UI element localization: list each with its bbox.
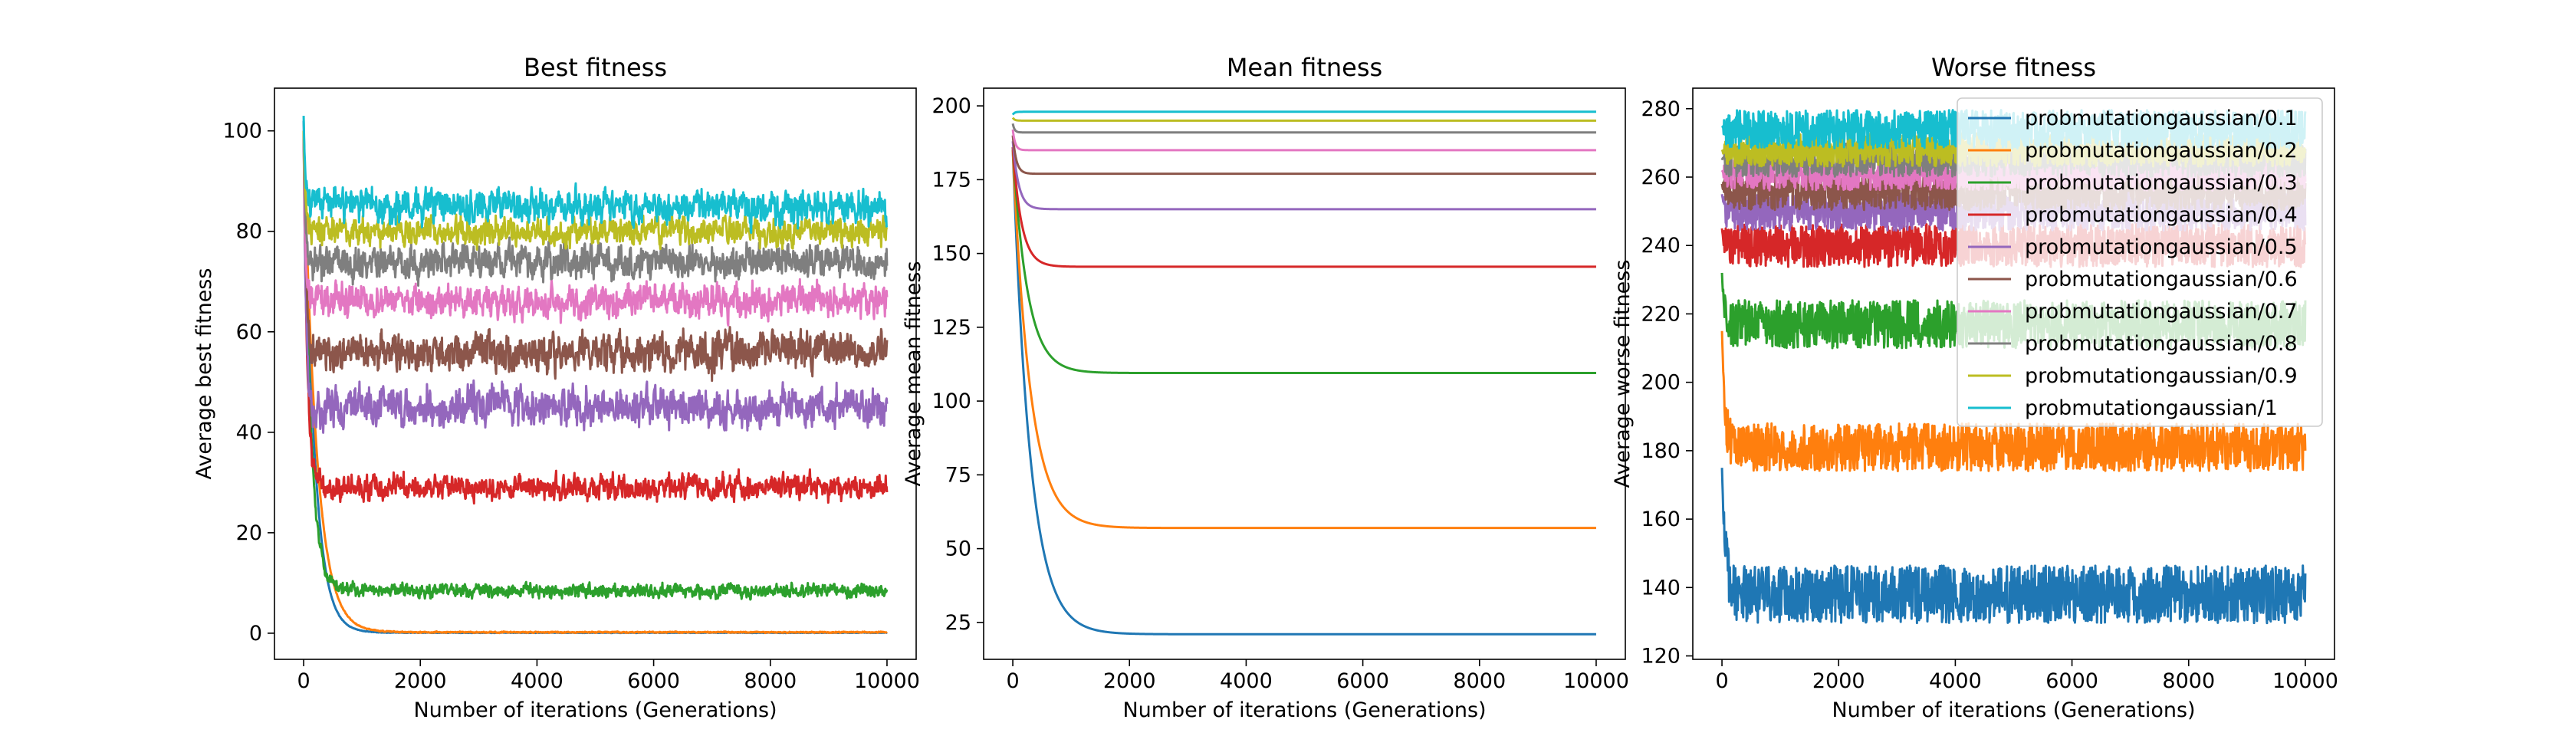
legend-entry: probmutationgaussian/0.6 bbox=[2025, 268, 2298, 291]
series-line-4 bbox=[1011, 146, 1597, 268]
y-tick-label: 140 bbox=[1641, 576, 1681, 600]
axes-frame bbox=[983, 87, 1626, 660]
axes-frame bbox=[274, 87, 917, 660]
x-tick-label: 4000 bbox=[1220, 669, 1273, 693]
y-tick-label: 125 bbox=[932, 316, 971, 340]
x-tick-label: 4000 bbox=[1929, 669, 1982, 693]
y-tick-label: 50 bbox=[945, 537, 971, 561]
chart-panel-1: 0 2000 4000 6000 8000 10000 0 20 40 60 80 100 Best f… bbox=[192, 53, 920, 722]
x-axis-label: Number of iterations (Generations) bbox=[1122, 698, 1486, 722]
y-axis-label: Average best fitness bbox=[192, 268, 216, 480]
series-line-1 bbox=[1720, 468, 2307, 625]
series-line-5 bbox=[1011, 141, 1597, 211]
series-line-4 bbox=[302, 130, 889, 505]
series-line-8 bbox=[1011, 123, 1597, 134]
legend-entry: probmutationgaussian/0.5 bbox=[2025, 235, 2298, 259]
y-tick-label: 100 bbox=[932, 389, 971, 413]
chart-panel-3: 0 2000 4000 6000 8000 10000 120 140 160 180 200 220… bbox=[1611, 53, 2338, 722]
series-line-2 bbox=[1720, 330, 2307, 473]
legend-entry: probmutationgaussian/1 bbox=[2025, 396, 2278, 420]
series-line-1 bbox=[1011, 150, 1597, 636]
series-line-7 bbox=[302, 130, 889, 327]
series-group bbox=[302, 116, 889, 635]
legend-entry: probmutationgaussian/0.9 bbox=[2025, 364, 2298, 388]
chart-title: Mean fitness bbox=[1227, 53, 1382, 82]
series-line-6 bbox=[302, 130, 889, 383]
legend-entry: probmutationgaussian/0.7 bbox=[2025, 300, 2298, 324]
series-group bbox=[1011, 110, 1597, 636]
x-tick-label: 2000 bbox=[394, 669, 447, 693]
x-tick-label: 4000 bbox=[511, 669, 564, 693]
x-tick-label: 2000 bbox=[1812, 669, 1865, 693]
legend-entry: probmutationgaussian/0.3 bbox=[2025, 171, 2298, 195]
legend-entry: probmutationgaussian/0.1 bbox=[2025, 107, 2298, 130]
x-tick-label: 6000 bbox=[2045, 669, 2098, 693]
y-tick-label: 175 bbox=[932, 168, 971, 192]
series-line-7 bbox=[1011, 129, 1597, 152]
x-axis-label: Number of iterations (Generations) bbox=[413, 698, 777, 722]
series-line-10 bbox=[302, 116, 889, 235]
legend-entry: probmutationgaussian/0.2 bbox=[2025, 139, 2298, 163]
x-tick-label: 0 bbox=[1715, 669, 1728, 693]
y-tick-label: 160 bbox=[1641, 508, 1681, 531]
x-tick-label: 2000 bbox=[1103, 669, 1156, 693]
x-tick-label: 10000 bbox=[2272, 669, 2338, 693]
series-line-9 bbox=[302, 130, 889, 251]
y-tick-label: 20 bbox=[236, 521, 262, 545]
y-tick-label: 25 bbox=[945, 611, 971, 635]
y-tick-label: 0 bbox=[249, 622, 262, 646]
x-tick-label: 8000 bbox=[2162, 669, 2215, 693]
y-tick-label: 260 bbox=[1641, 166, 1681, 189]
y-tick-label: 200 bbox=[1641, 371, 1681, 395]
series-line-9 bbox=[1011, 117, 1597, 122]
y-tick-label: 80 bbox=[236, 220, 262, 244]
series-line-3 bbox=[1011, 146, 1597, 375]
y-tick-label: 240 bbox=[1641, 234, 1681, 258]
y-tick-label: 280 bbox=[1641, 97, 1681, 121]
y-tick-label: 40 bbox=[236, 421, 262, 445]
x-tick-label: 8000 bbox=[744, 669, 797, 693]
y-tick-label: 100 bbox=[222, 120, 262, 143]
y-tick-label: 75 bbox=[945, 463, 971, 487]
y-tick-label: 220 bbox=[1641, 302, 1681, 326]
y-axis-label: Average worse fitness bbox=[1611, 260, 1635, 488]
series-line-5 bbox=[302, 130, 889, 434]
series-line-8 bbox=[302, 130, 889, 288]
x-tick-label: 0 bbox=[297, 669, 310, 693]
x-tick-label: 6000 bbox=[1336, 669, 1389, 693]
y-axis-label: Average mean fitness bbox=[902, 261, 925, 486]
series-line-2 bbox=[1011, 150, 1597, 530]
x-tick-label: 10000 bbox=[854, 669, 920, 693]
series-line-3 bbox=[302, 130, 889, 601]
x-axis-label: Number of iterations (Generations) bbox=[1832, 698, 2195, 722]
x-tick-label: 10000 bbox=[1563, 669, 1629, 693]
y-tick-label: 150 bbox=[932, 242, 971, 266]
axes-frame bbox=[1692, 87, 2335, 660]
legend-entry: probmutationgaussian/0.4 bbox=[2025, 203, 2298, 227]
legend: probmutationgaussian/0.1 probmutationgaus… bbox=[1957, 97, 2323, 427]
legend-entry: probmutationgaussian/0.8 bbox=[2025, 332, 2298, 356]
series-line-2 bbox=[302, 130, 889, 635]
x-tick-label: 8000 bbox=[1453, 669, 1506, 693]
y-tick-label: 120 bbox=[1641, 645, 1681, 669]
series-line-10 bbox=[1011, 110, 1597, 116]
chart-title: Worse fitness bbox=[1931, 53, 2096, 82]
y-tick-label: 200 bbox=[932, 94, 971, 118]
y-tick-label: 60 bbox=[236, 320, 262, 344]
x-tick-label: 6000 bbox=[627, 669, 680, 693]
y-tick-label: 180 bbox=[1641, 439, 1681, 463]
legend-box bbox=[1957, 97, 2323, 427]
chart-panel-2: 0 2000 4000 6000 8000 10000 25 50 75 100 125 150 175… bbox=[902, 53, 1629, 722]
series-line-6 bbox=[1011, 135, 1597, 176]
chart-title: Best fitness bbox=[524, 53, 667, 82]
x-tick-label: 0 bbox=[1006, 669, 1019, 693]
